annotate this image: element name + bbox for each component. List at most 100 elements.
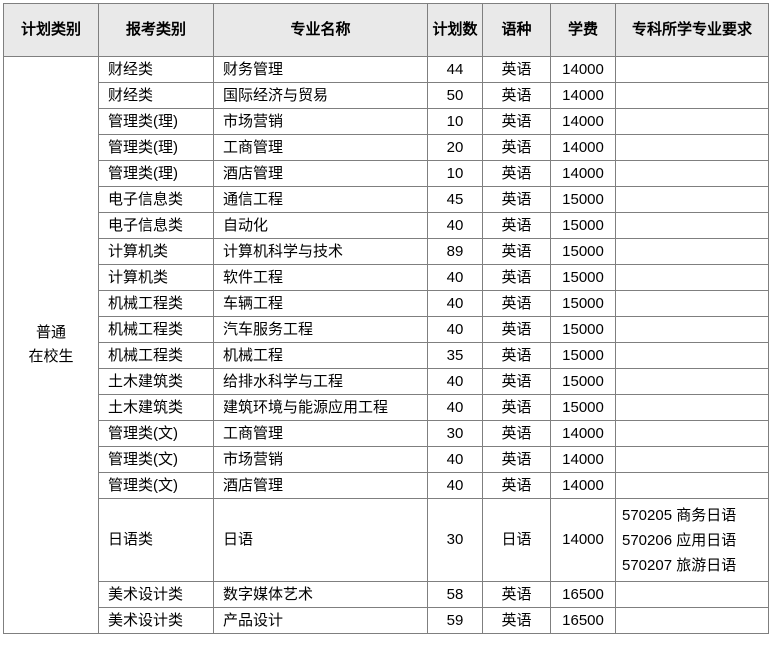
cell-plan-count: 20 [427,134,483,161]
cell-plan-count: 30 [427,420,483,447]
cell-tuition: 14000 [550,134,616,161]
cell-tuition: 15000 [550,342,616,369]
cell-tuition: 15000 [550,290,616,317]
cell-exam-category: 土木建筑类 [98,368,214,395]
cell-exam-category: 计算机类 [98,264,214,291]
cell-language: 英语 [482,264,551,291]
plan-category-cell: 普通 在校生 [3,56,99,634]
cell-major-name: 建筑环境与能源应用工程 [213,394,428,421]
cell-language: 英语 [482,607,551,634]
cell-exam-category: 电子信息类 [98,212,214,239]
cell-exam-category: 机械工程类 [98,342,214,369]
cell-language: 英语 [482,82,551,109]
cell-plan-count: 44 [427,56,483,83]
cell-tuition: 15000 [550,186,616,213]
cell-exam-category: 机械工程类 [98,290,214,317]
cell-major-name: 酒店管理 [213,160,428,187]
cell-exam-category: 日语类 [98,498,214,582]
cell-major-name: 汽车服务工程 [213,316,428,343]
cell-major-name: 市场营销 [213,108,428,135]
cell-major-name: 产品设计 [213,607,428,634]
cell-plan-count: 45 [427,186,483,213]
cell-requirements: 570205 商务日语 570206 应用日语 570207 旅游日语 [615,498,769,582]
cell-exam-category: 美术设计类 [98,607,214,634]
table-row: 土木建筑类 建筑环境与能源应用工程 40 英语 15000 [4,394,769,421]
cell-plan-count: 59 [427,607,483,634]
cell-language: 英语 [482,290,551,317]
header-exam-category: 报考类别 [98,3,214,57]
cell-requirements [615,316,769,343]
cell-exam-category: 管理类(理) [98,160,214,187]
cell-major-name: 工商管理 [213,420,428,447]
cell-plan-count: 40 [427,368,483,395]
cell-requirements [615,342,769,369]
cell-major-name: 车辆工程 [213,290,428,317]
cell-language: 英语 [482,108,551,135]
cell-tuition: 16500 [550,581,616,608]
cell-plan-count: 40 [427,472,483,499]
cell-exam-category: 机械工程类 [98,316,214,343]
cell-requirements [615,82,769,109]
cell-exam-category: 管理类(理) [98,108,214,135]
cell-plan-count: 40 [427,212,483,239]
table-row: 管理类(理) 市场营销 10 英语 14000 [4,108,769,135]
cell-exam-category: 土木建筑类 [98,394,214,421]
table-row: 机械工程类 车辆工程 40 英语 15000 [4,290,769,317]
cell-tuition: 14000 [550,108,616,135]
cell-language: 英语 [482,446,551,473]
cell-language: 日语 [482,498,551,582]
cell-requirements [615,160,769,187]
cell-requirements [615,290,769,317]
cell-major-name: 国际经济与贸易 [213,82,428,109]
cell-plan-count: 58 [427,581,483,608]
cell-language: 英语 [482,56,551,83]
table-row: 计算机类 计算机科学与技术 89 英语 15000 [4,238,769,265]
cell-requirements [615,394,769,421]
cell-major-name: 机械工程 [213,342,428,369]
cell-language: 英语 [482,368,551,395]
cell-tuition: 14000 [550,472,616,499]
table-row: 美术设计类 数字媒体艺术 58 英语 16500 [4,581,769,608]
cell-major-name: 软件工程 [213,264,428,291]
cell-plan-count: 40 [427,316,483,343]
cell-language: 英语 [482,238,551,265]
header-requirements: 专科所学专业要求 [615,3,769,57]
header-plan-count: 计划数 [427,3,483,57]
cell-tuition: 15000 [550,264,616,291]
table-row: 管理类(理) 酒店管理 10 英语 14000 [4,160,769,187]
cell-language: 英语 [482,581,551,608]
cell-major-name: 市场营销 [213,446,428,473]
cell-plan-count: 40 [427,446,483,473]
cell-requirements [615,264,769,291]
cell-major-name: 给排水科学与工程 [213,368,428,395]
table-row: 管理类(文) 市场营销 40 英语 14000 [4,446,769,473]
cell-major-name: 工商管理 [213,134,428,161]
cell-tuition: 14000 [550,498,616,582]
table-row: 管理类(文) 酒店管理 40 英语 14000 [4,472,769,499]
header-row: 计划类别 报考类别 专业名称 计划数 语种 学费 专科所学专业要求 [3,3,769,57]
cell-major-name: 自动化 [213,212,428,239]
cell-tuition: 15000 [550,394,616,421]
cell-language: 英语 [482,420,551,447]
cell-exam-category: 管理类(文) [98,472,214,499]
cell-tuition: 14000 [550,160,616,187]
cell-requirements [615,212,769,239]
cell-major-name: 财务管理 [213,56,428,83]
cell-plan-count: 50 [427,82,483,109]
cell-language: 英语 [482,186,551,213]
cell-major-name: 计算机科学与技术 [213,238,428,265]
cell-language: 英语 [482,316,551,343]
table-row: 美术设计类 产品设计 59 英语 16500 [4,607,769,634]
cell-plan-count: 40 [427,394,483,421]
cell-plan-count: 89 [427,238,483,265]
cell-exam-category: 管理类(文) [98,446,214,473]
cell-major-name: 日语 [213,498,428,582]
table-row: 机械工程类 汽车服务工程 40 英语 15000 [4,316,769,343]
cell-plan-count: 30 [427,498,483,582]
cell-plan-count: 10 [427,160,483,187]
table-row: 机械工程类 机械工程 35 英语 15000 [4,342,769,369]
table-header: 计划类别 报考类别 专业名称 计划数 语种 学费 专科所学专业要求 [3,3,769,57]
cell-requirements [615,420,769,447]
cell-tuition: 15000 [550,316,616,343]
cell-major-name: 酒店管理 [213,472,428,499]
